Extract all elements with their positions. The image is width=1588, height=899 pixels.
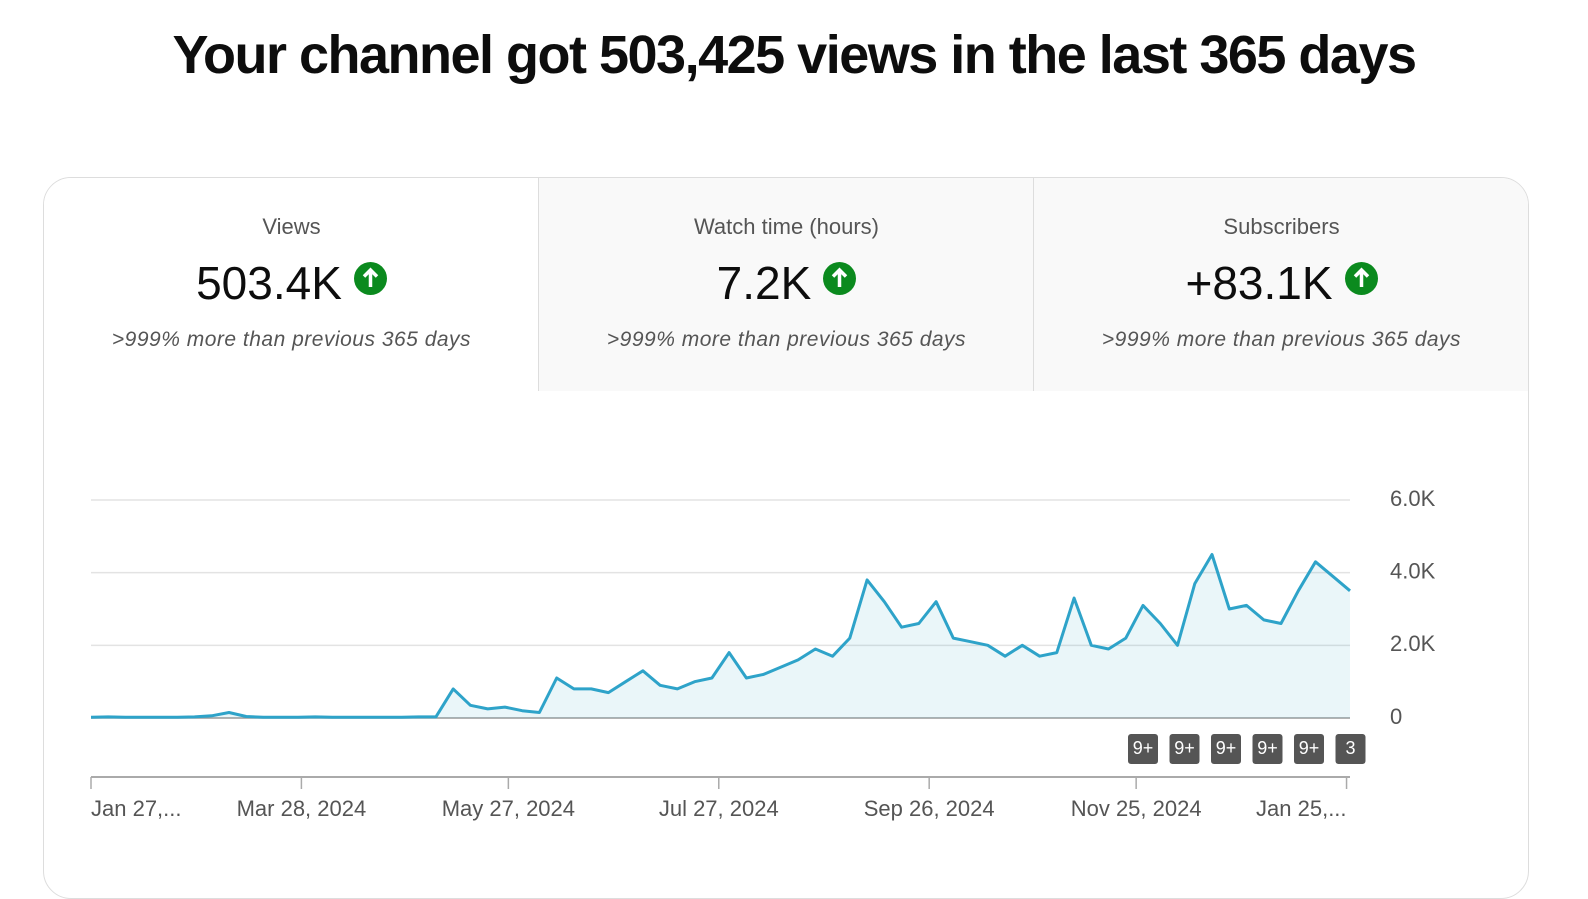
annotation-badge (1169, 734, 1200, 764)
metric-comparison: >999% more than previous 365 days (111, 328, 472, 351)
metric-value: 503.4K (196, 257, 342, 309)
annotation-badge (1294, 734, 1324, 764)
up-icon (823, 262, 857, 295)
metric-value-row: 503.4K (44, 256, 539, 310)
analytics-card: Views 503.4K >999% more than previous 36… (43, 177, 1529, 899)
annotation-badge (1128, 734, 1158, 764)
metric-label: Views (262, 214, 321, 239)
annotation-badge (1335, 734, 1366, 764)
x-tick-label: Nov 25, 2024 (1071, 796, 1202, 821)
metric-comparison: >999% more than previous 365 days (606, 328, 967, 351)
x-tick-label: May 27, 2024 (442, 796, 575, 821)
annotation-label: 9+ (1216, 738, 1237, 758)
up-icon (353, 262, 387, 295)
metric-tab[interactable]: Subscribers +83.1K >999% more than previ… (1033, 178, 1528, 391)
annotation-badge (1252, 734, 1283, 764)
metric-value-row: 7.2K (539, 256, 1034, 310)
page-title: Your channel got 503,425 views in the la… (172, 25, 1417, 85)
annotation-label: 9+ (1299, 738, 1320, 758)
metric-tab[interactable]: Watch time (hours) 7.2K >999% more than … (538, 178, 1034, 391)
annotation-label: 9+ (1174, 738, 1195, 758)
chart: 0 2.0K 4.0K 6.0K Jan 27,... Mar 28, 2024 May 2… (90, 486, 1436, 821)
y-tick-label: 0 (1390, 704, 1402, 729)
metric-comparison: >999% more than previous 365 days (1101, 328, 1462, 351)
metric-value: +83.1K (1185, 257, 1333, 309)
y-tick-label: 4.0K (1390, 558, 1436, 583)
annotation-badge (1211, 734, 1241, 764)
x-tick-label: Mar 28, 2024 (237, 796, 367, 821)
annotation-label: 9+ (1133, 738, 1154, 758)
metric-label: Watch time (hours) (693, 214, 879, 239)
x-tick-label: Jan 27,... (91, 796, 182, 821)
annotation-label: 9+ (1257, 738, 1278, 758)
x-tick-label: Jul 27, 2024 (659, 796, 779, 821)
up-icon (1344, 262, 1378, 295)
metric-label: Subscribers (1223, 214, 1340, 239)
metric-value: 7.2K (716, 257, 812, 309)
line (90, 553, 1351, 719)
annotation-label: 3 (1345, 738, 1355, 758)
metric-value-row: +83.1K (1034, 256, 1528, 310)
area (91, 554, 1350, 718)
y-tick-label: 2.0K (1390, 631, 1436, 656)
metric-tab[interactable]: Views 503.4K >999% more than previous 36… (44, 178, 539, 391)
y-tick-label: 6.0K (1390, 486, 1436, 511)
x-tick-label: Jan 25,... (1256, 796, 1347, 821)
x-tick-label: Sep 26, 2024 (864, 796, 995, 821)
page: Your channel got 503,425 views in the la… (43, 25, 1529, 899)
